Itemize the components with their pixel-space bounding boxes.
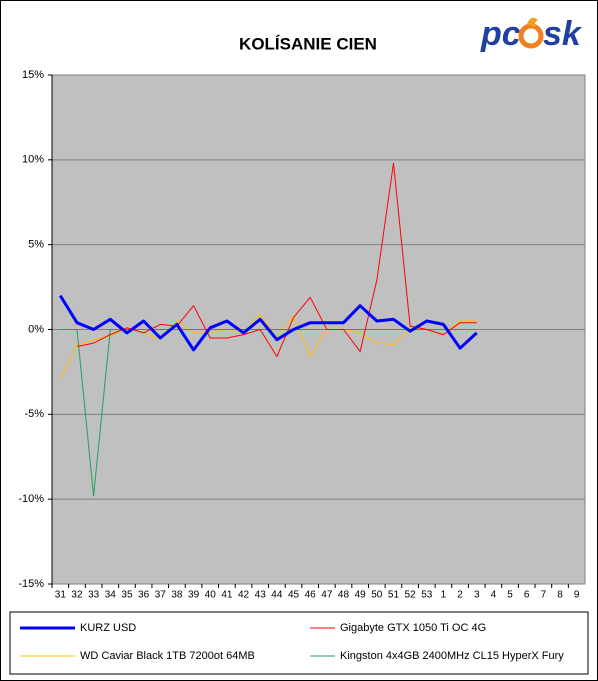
x-tick-label: 53 [421, 590, 433, 601]
x-tick-label: 47 [321, 590, 333, 601]
logo-right: sk [543, 15, 583, 53]
x-tick-label: 51 [388, 590, 400, 601]
x-tick-label: 46 [305, 590, 317, 601]
x-tick-label: 52 [405, 590, 417, 601]
x-tick-label: 41 [221, 590, 233, 601]
legend [9, 611, 589, 675]
x-tick-label: 48 [338, 590, 350, 601]
x-tick-label: 1 [441, 590, 447, 601]
x-tick-label: 43 [255, 590, 267, 601]
y-tick-label: 10% [22, 154, 44, 166]
x-tick-label: 5 [507, 590, 513, 601]
y-tick-label: 0% [28, 323, 44, 335]
y-tick-label: -15% [18, 578, 44, 590]
legend-label: WD Caviar Black 1TB 7200ot 64MB [80, 650, 255, 662]
logo-left: pc [480, 15, 521, 53]
x-tick-label: 32 [71, 590, 83, 601]
x-tick-label: 44 [271, 590, 283, 601]
x-tick-label: 42 [238, 590, 250, 601]
y-tick-label: 15% [22, 69, 44, 81]
logo: pc sk [480, 15, 583, 53]
y-tick-label: 5% [28, 239, 44, 251]
series-line [76, 162, 477, 358]
legend-label: Gigabyte GTX 1050 Ti OC 4G [340, 622, 486, 634]
x-tick-label: 45 [288, 590, 300, 601]
x-tick-label: 7 [541, 590, 547, 601]
x-tick-label: 37 [155, 590, 167, 601]
x-tick-label: 39 [188, 590, 200, 601]
x-tick-label: 2 [457, 590, 463, 601]
x-tick-label: 8 [557, 590, 563, 601]
logo-flame [518, 23, 544, 49]
x-tick-label: 6 [524, 590, 530, 601]
x-tick-label: 40 [205, 590, 217, 601]
x-tick-label: 35 [121, 590, 133, 601]
chart-title: KOLÍSANIE CIEN [239, 34, 377, 53]
x-tick-label: 49 [355, 590, 367, 601]
x-tick-label: 3 [474, 590, 480, 601]
x-tick-label: 4 [491, 590, 497, 601]
legend-label: KURZ USD [80, 622, 136, 634]
x-tick-label: 36 [138, 590, 150, 601]
x-tick-label: 31 [55, 590, 67, 601]
legend-label: Kingston 4x4GB 2400MHz CL15 HyperX Fury [340, 650, 564, 662]
x-tick-label: 33 [88, 590, 100, 601]
logo-flame-tip [527, 17, 538, 27]
x-tick-label: 9 [574, 590, 580, 601]
series-line [59, 294, 478, 352]
x-tick-label: 34 [105, 590, 117, 601]
x-tick-label: 38 [171, 590, 183, 601]
y-tick-label: -10% [18, 493, 44, 505]
y-tick-label: -5% [24, 408, 44, 420]
x-tick-label: 50 [371, 590, 383, 601]
